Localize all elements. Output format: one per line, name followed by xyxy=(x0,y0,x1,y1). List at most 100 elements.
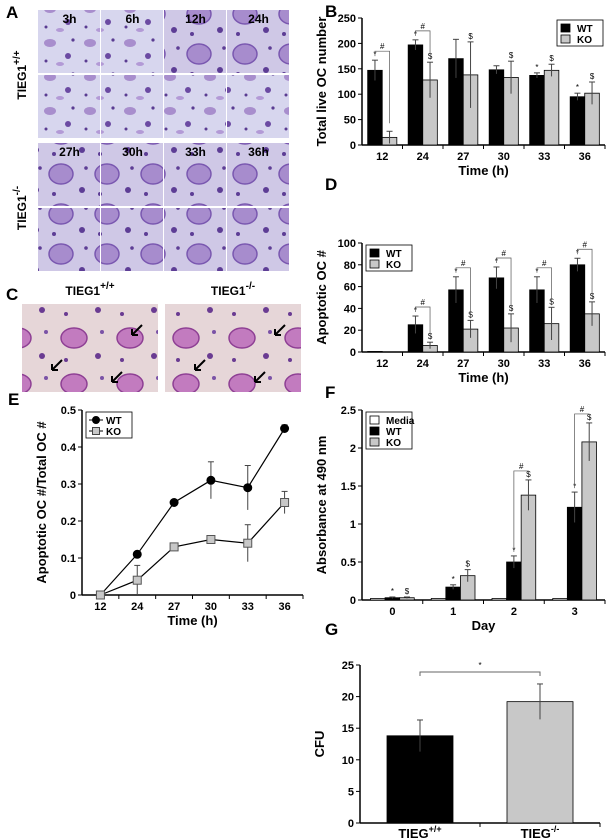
legend-swatch xyxy=(369,248,380,258)
bar xyxy=(581,441,597,601)
error-bar xyxy=(548,63,555,77)
y-tick-label: 0 xyxy=(350,140,356,152)
y-tick-label: 0.3 xyxy=(61,479,76,491)
legend-label: Media xyxy=(386,416,415,427)
arrow xyxy=(51,359,63,371)
genotype-label-base: TIEG1 xyxy=(15,195,29,230)
significance-mark: $ xyxy=(405,587,410,596)
genotype-label-base: TIEG1 xyxy=(211,284,246,298)
x-tick-label: TIEG-/- xyxy=(521,824,560,840)
point xyxy=(206,475,216,485)
legend-swatch xyxy=(369,415,380,425)
significance-bracket xyxy=(577,248,593,294)
x-tick-label-base: TIEG xyxy=(398,826,428,840)
error-bar xyxy=(571,491,578,523)
y-axis-title: Absorbance at 490 nm xyxy=(314,436,329,575)
micrograph xyxy=(101,208,163,271)
y-tick-label: 250 xyxy=(338,13,356,25)
significance-mark: $ xyxy=(468,310,473,319)
error-bar xyxy=(508,313,515,343)
significance-mark: # xyxy=(580,405,585,414)
timepoint-label: 30h xyxy=(122,145,143,159)
genotype-label: TIEG1+/+ xyxy=(12,50,29,99)
micrograph xyxy=(38,143,100,206)
error-bar xyxy=(533,72,540,78)
point xyxy=(243,483,253,493)
significance-mark: $ xyxy=(428,332,433,341)
legend-swatch xyxy=(560,34,571,44)
y-tick-label: 10 xyxy=(342,755,354,767)
x-tick-label: 36 xyxy=(579,151,591,163)
x-tick-label: 1 xyxy=(450,606,456,618)
point xyxy=(206,535,216,544)
x-tick-label: 30 xyxy=(498,151,510,163)
arrow xyxy=(274,324,286,336)
bar xyxy=(367,351,383,353)
timepoint-label: 6h xyxy=(125,12,139,26)
error-bar xyxy=(548,306,555,341)
y-tick-label: 0 xyxy=(350,347,356,359)
x-tick-label: 30 xyxy=(498,358,510,370)
panel-letter: B xyxy=(325,2,337,21)
significance-bracket xyxy=(415,30,431,55)
x-tick-label: 24 xyxy=(417,151,430,163)
significance-mark: $ xyxy=(526,470,531,479)
genotype-label: TIEG1-/- xyxy=(12,186,29,230)
panel-letter: G xyxy=(325,620,338,639)
significance-mark: $ xyxy=(590,72,595,81)
error-bar xyxy=(510,555,517,569)
significance-bracket xyxy=(374,50,390,124)
error-bar xyxy=(508,60,515,94)
error-bar xyxy=(412,315,419,334)
genotype-label: TIEG1-/- xyxy=(211,281,255,298)
y-tick-label: 25 xyxy=(342,660,354,672)
error-bar xyxy=(467,41,474,108)
y-tick-label: 60 xyxy=(344,282,356,294)
significance-bracket xyxy=(415,306,431,335)
error-bar xyxy=(403,596,410,599)
y-tick-label: 20 xyxy=(342,692,354,704)
legend-label: KO xyxy=(386,438,401,449)
y-axis-title: Apoptotic OC # xyxy=(314,249,329,344)
micrograph xyxy=(38,10,100,73)
timepoint-label: 12h xyxy=(185,12,206,26)
chart: E 0 0.1 0.2 0.3 0.4 0.5 Apoptotic OC #/Total OC… xyxy=(8,390,304,628)
y-tick-label: 5 xyxy=(348,786,354,798)
error-bar xyxy=(427,341,434,349)
significance-mark: $ xyxy=(509,51,514,60)
error-bar xyxy=(417,719,423,752)
genotype-label-sup: +/+ xyxy=(100,281,115,292)
micrograph xyxy=(101,143,163,206)
y-tick-label: 0 xyxy=(348,818,354,830)
significance-mark: $ xyxy=(587,413,592,422)
significance-mark: # xyxy=(519,462,524,471)
significance-bracket xyxy=(574,413,590,489)
x-tick-label: 33 xyxy=(538,358,550,370)
x-tick-label-sup: +/+ xyxy=(429,824,442,834)
error-bar xyxy=(589,81,596,105)
micrograph xyxy=(227,208,289,271)
error-bar xyxy=(574,257,581,272)
y-tick-label: 2 xyxy=(350,443,356,455)
genotype-label-sup: +/+ xyxy=(12,50,23,65)
x-tick-label: 36 xyxy=(579,358,591,370)
micrograph xyxy=(38,208,100,271)
point xyxy=(132,575,142,585)
y-tick-label: 100 xyxy=(338,238,356,250)
x-tick-label: 24 xyxy=(417,358,430,370)
timepoint-label: 3h xyxy=(62,12,76,26)
panel-letter: F xyxy=(325,383,335,402)
y-tick-label: 20 xyxy=(344,325,356,337)
significance-mark: * xyxy=(391,587,394,596)
error-bar xyxy=(467,319,474,338)
bar xyxy=(367,69,383,146)
bar xyxy=(506,701,574,824)
micrograph xyxy=(164,75,226,138)
bar xyxy=(569,264,586,353)
y-tick-label: 80 xyxy=(344,260,356,272)
significance-bracket xyxy=(536,267,552,300)
bar xyxy=(520,494,537,601)
arrow xyxy=(111,371,123,383)
